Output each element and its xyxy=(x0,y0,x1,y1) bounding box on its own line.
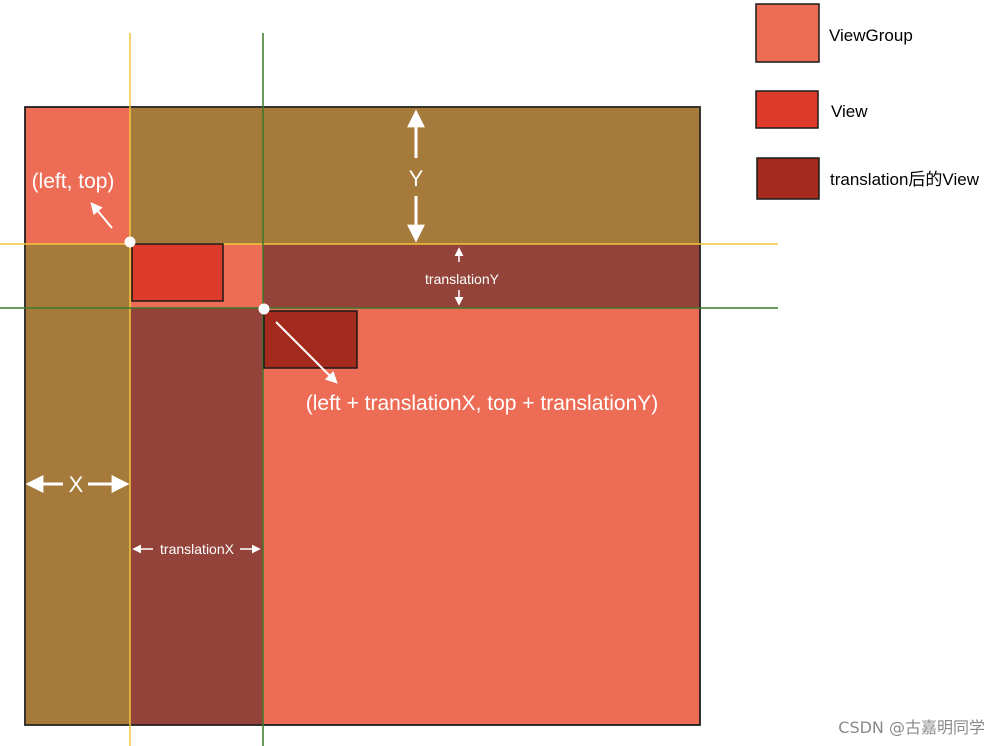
legend-label-translated: translation后的View xyxy=(830,170,980,189)
legend-swatch-view xyxy=(755,90,819,129)
legend-swatch-viewgroup xyxy=(755,3,820,63)
x-label: X xyxy=(69,472,84,497)
translated-point-pointer-arrow xyxy=(275,321,338,384)
y-label: Y xyxy=(409,166,424,191)
viewgroup-border xyxy=(24,106,701,726)
translation-y-label: translationY xyxy=(425,271,500,287)
view-rect xyxy=(131,243,224,302)
left-top-point xyxy=(124,236,136,248)
legend-label-viewgroup: ViewGroup xyxy=(829,26,913,45)
left-top-label: (left, top) xyxy=(32,170,115,193)
translation-x-strip xyxy=(130,308,263,725)
translation-y-strip xyxy=(263,244,700,308)
legend-swatch-translated xyxy=(756,157,820,200)
translated-point-label: (left + translationX, top + translationY… xyxy=(306,392,659,415)
legend: ViewGroup View translation后的View xyxy=(755,3,980,200)
left-top-pointer-arrow xyxy=(90,202,113,229)
translation-x-label: translationX xyxy=(160,541,235,557)
translated-point xyxy=(258,303,270,315)
legend-label-view: View xyxy=(831,102,868,121)
watermark: CSDN @古嘉明同学 xyxy=(838,718,985,737)
translated-view-rect xyxy=(263,310,358,369)
